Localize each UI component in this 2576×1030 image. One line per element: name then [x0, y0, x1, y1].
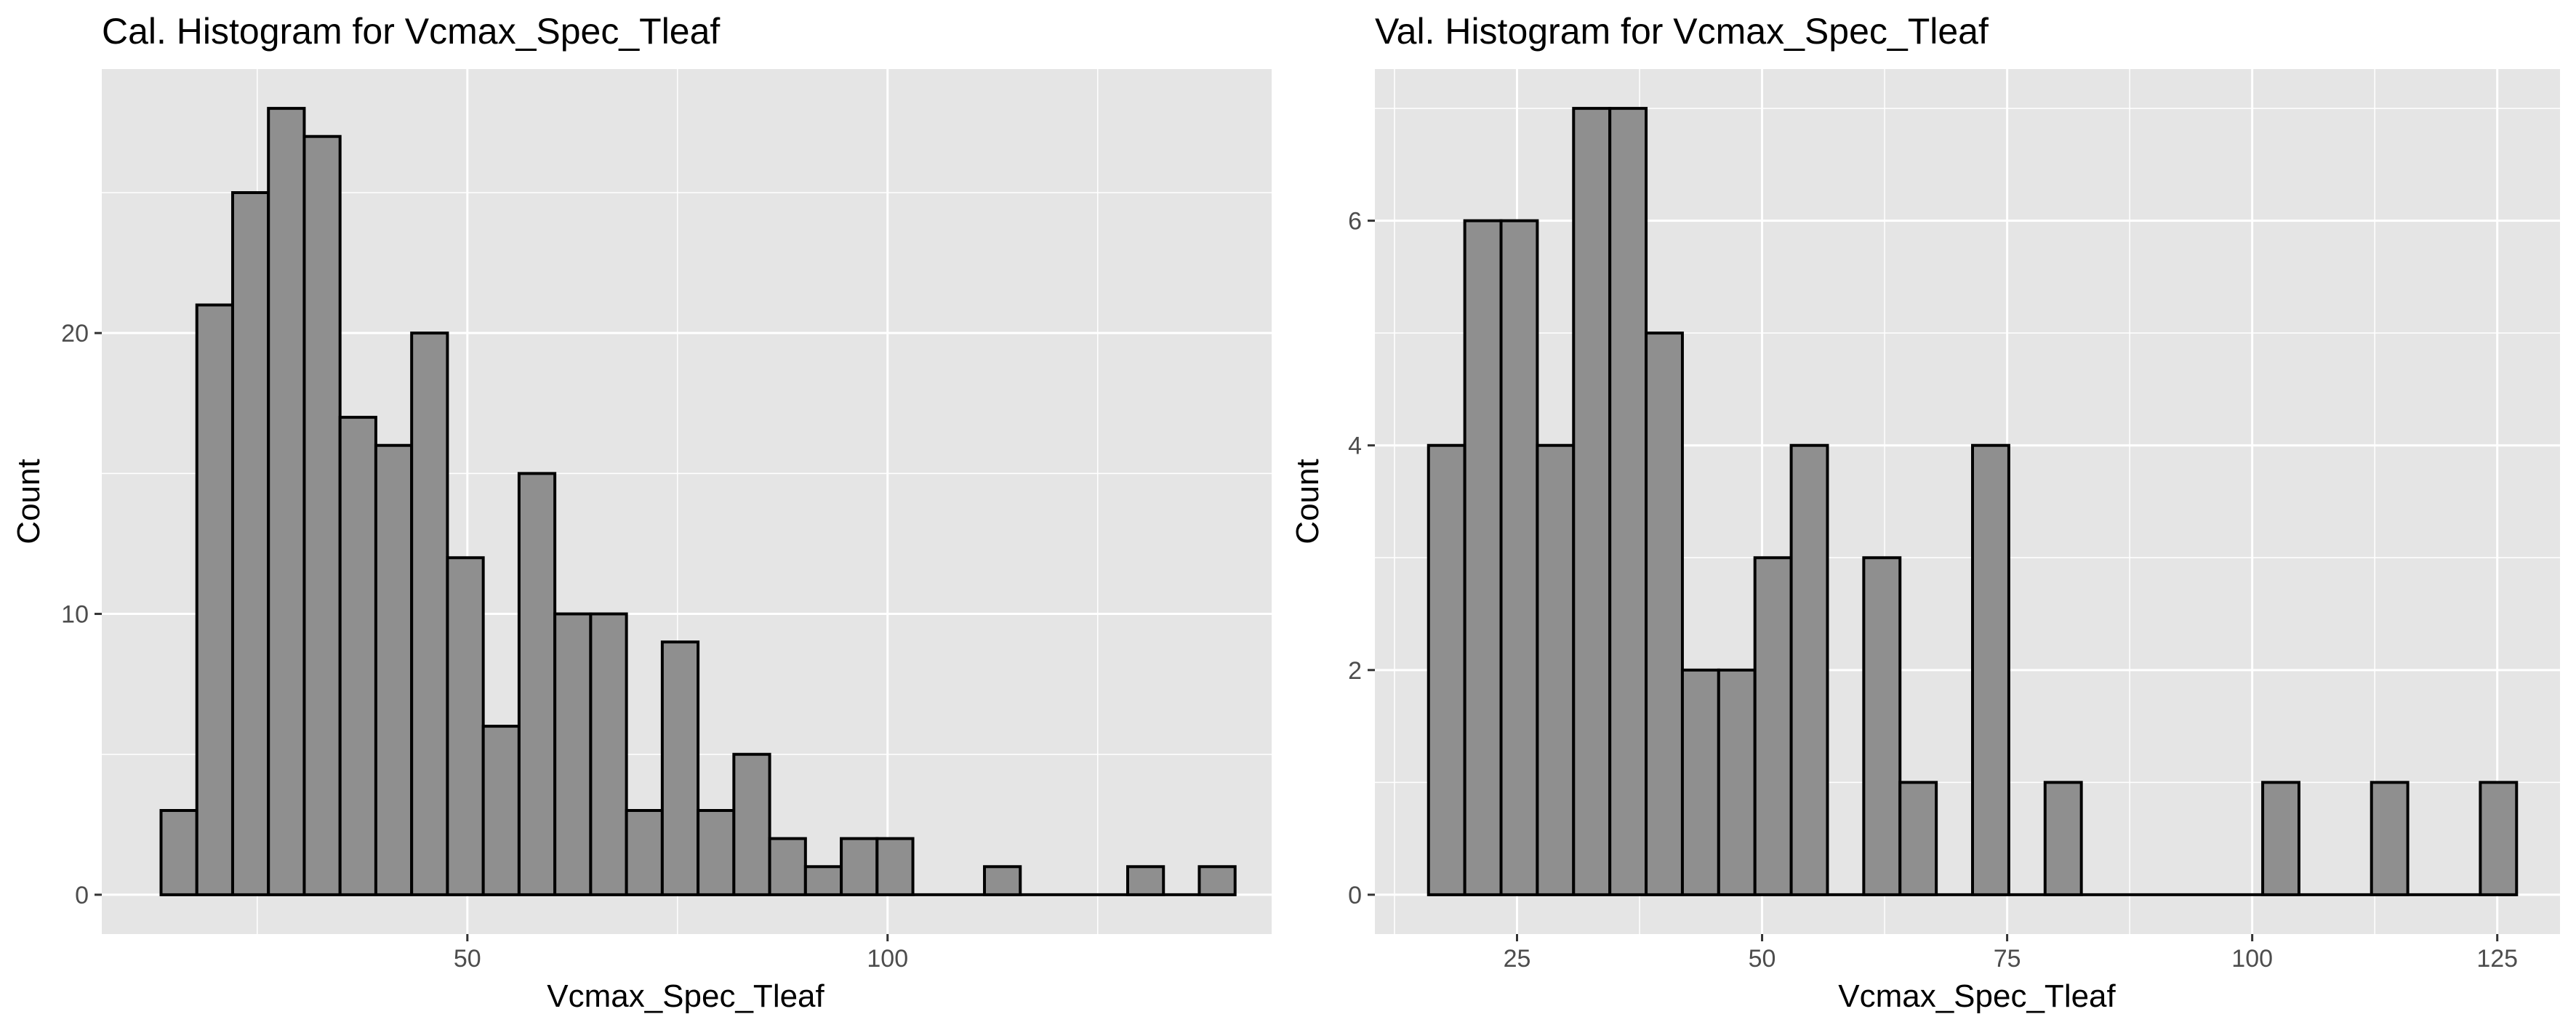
histogram-bar [374, 443, 414, 896]
x-tick-label: 75 [1994, 945, 2021, 973]
y-tick-label: 10 [61, 601, 89, 629]
histogram-bar [1536, 443, 1576, 896]
histogram-bar [1463, 219, 1503, 896]
histogram-bar [1753, 556, 1793, 896]
histogram-bar [840, 837, 879, 896]
y-tick-label: 4 [1348, 432, 1362, 460]
y-axis-title: Count [11, 459, 47, 544]
y-tick-label: 0 [1348, 882, 1362, 909]
val-histogram-chart: 25 50 75 100 125 0 2 4 6 Val. Histogram for Vcma… [1290, 11, 2560, 1014]
histogram-bar [1197, 865, 1237, 896]
histogram-bar [2043, 781, 2083, 896]
histogram-bar [1971, 443, 2010, 896]
histogram-bar [660, 640, 700, 896]
chart-title: Val. Histogram for Vcmax_Spec_Tleaf [1375, 11, 1989, 52]
histogram-bar [302, 134, 342, 896]
histogram-bar [1717, 668, 1757, 896]
histogram-bar [230, 191, 270, 896]
histogram-bar [410, 331, 449, 896]
histogram-bar [1862, 556, 1902, 896]
histogram-bar [1608, 107, 1648, 896]
histogram-bar [267, 107, 306, 896]
histogram-bar [1645, 331, 1684, 896]
histogram-bars [159, 107, 1237, 896]
histogram-bar [768, 837, 807, 896]
x-tick-label: 125 [2476, 945, 2518, 973]
x-axis-title: Vcmax_Spec_Tleaf [547, 978, 824, 1014]
chart-title: Cal. Histogram for Vcmax_Spec_Tleaf [102, 11, 720, 52]
histogram-bars [1427, 107, 2519, 896]
histogram-bar [338, 416, 377, 896]
x-tick-label: 100 [867, 945, 908, 973]
histogram-bar [625, 809, 664, 896]
histogram-bar [1499, 219, 1539, 896]
x-tick-label: 50 [454, 945, 481, 973]
histogram-bar [517, 472, 557, 896]
histogram-bar [589, 612, 628, 896]
histogram-bar [1572, 107, 1612, 896]
histogram-bar [195, 303, 234, 896]
x-tick-label: 100 [2231, 945, 2273, 973]
histogram-bar [1898, 781, 1938, 896]
axis-ticks: 25 50 75 100 125 0 2 4 6 [1348, 208, 2518, 973]
y-tick-label: 0 [75, 882, 89, 909]
histogram-bar [732, 752, 771, 896]
y-axis-title: Count [1290, 459, 1325, 544]
y-tick-label: 20 [61, 320, 89, 347]
x-tick-label: 50 [1749, 945, 1776, 973]
histogram-bar [159, 809, 198, 896]
histogram-bar [2261, 781, 2300, 896]
cal-histogram-chart: 50 100 0 10 20 Cal. Histogram for Vcmax_Spec… [11, 11, 1272, 1014]
histogram-bar [697, 809, 736, 896]
x-axis-title: Vcmax_Spec_Tleaf [1838, 978, 2116, 1014]
y-tick-label: 6 [1348, 208, 1362, 236]
histogram-bar [2479, 781, 2519, 896]
y-tick-label: 2 [1348, 657, 1362, 685]
histogram-bar [1789, 443, 1829, 896]
right-chart-panel: 25 50 75 100 125 0 2 4 6 Val. Histogram for Vcma… [1288, 0, 2576, 1030]
histogram-bar [2370, 781, 2410, 896]
histogram-bar [1427, 443, 1466, 896]
x-tick-label: 25 [1504, 945, 1531, 973]
histogram-bar [803, 865, 843, 896]
axis-ticks: 50 100 0 10 20 [61, 320, 908, 973]
histogram-bar [983, 865, 1022, 896]
histogram-bar [446, 556, 485, 896]
histogram-bar [553, 612, 593, 896]
histogram-bar [1680, 668, 1720, 896]
histogram-bar [481, 725, 521, 896]
left-chart-panel: 50 100 0 10 20 Cal. Histogram for Vcmax_Spec… [11, 11, 1272, 1014]
histogram-bar [1126, 865, 1165, 896]
histogram-bar [875, 837, 915, 896]
